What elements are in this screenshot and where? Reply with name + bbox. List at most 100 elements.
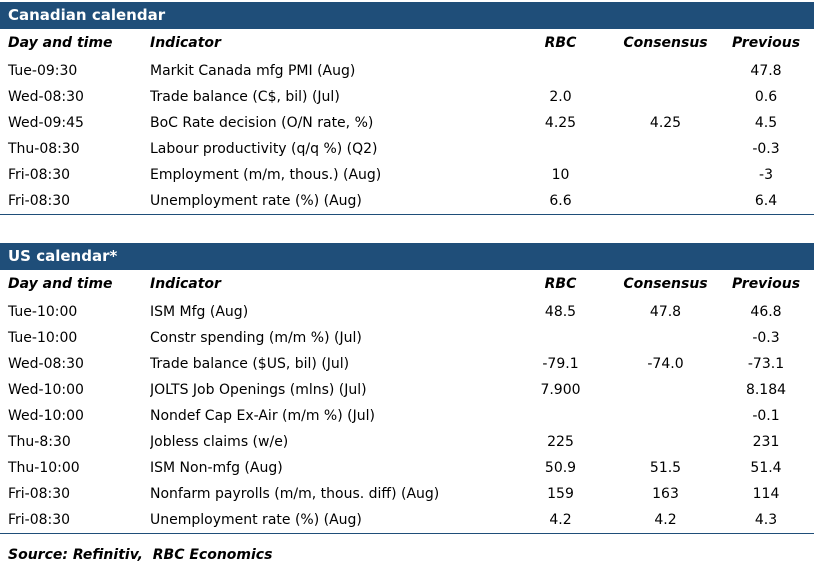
cell-consensus [613,325,718,351]
cell-day-time: Wed-08:30 [8,356,84,372]
cell-day-time: Wed-09:45 [8,115,84,131]
cell-day-time: Fri-08:30 [8,486,71,502]
table-row: Fri-08:30 Nonfarm payrolls (m/m, thous. d… [0,481,814,507]
cell-day-time: Tue-09:30 [8,63,78,79]
cell-consensus [613,377,718,403]
cell-previous: -0.3 [752,141,780,157]
cell-indicator: ISM Non-mfg (Aug) [150,460,283,476]
us-calendar-table: Day and time Indicator RBC Consensus Pre… [0,270,814,534]
cell-indicator: Labour productivity (q/q %) (Q2) [150,141,378,157]
canadian-calendar-title: Canadian calendar [0,2,814,29]
table-row: Wed-09:45 BoC Rate decision (O/N rate, %)… [0,110,814,136]
cell-day-time: Wed-10:00 [8,408,84,424]
us-calendar-rows: Tue-10:00 ISM Mfg (Aug) 48.5 47.8 46.8 Tue-10… [0,299,814,534]
table-row: Thu-10:00 ISM Non-mfg (Aug) 50.9 51.5 51.4 [0,455,814,481]
cell-rbc [508,325,613,351]
cell-consensus: 51.5 [649,460,682,476]
cell-consensus [613,162,718,188]
cell-day-time: Fri-08:30 [8,193,71,209]
cell-previous: -0.3 [752,330,780,346]
cell-day-time: Fri-08:30 [8,512,71,528]
cell-previous: 4.3 [754,512,778,528]
col-header-consensus: Consensus [623,276,708,292]
cell-consensus: 163 [652,486,679,502]
cell-rbc: 7.900 [540,382,581,398]
cell-previous: 6.4 [754,193,778,209]
table-row: Tue-09:30 Markit Canada mfg PMI (Aug) 47.8 [0,58,814,84]
cell-consensus [613,84,718,110]
cell-day-time: Wed-08:30 [8,89,84,105]
col-header-day-time: Day and time [8,35,113,51]
cell-rbc: 48.5 [544,304,577,320]
table-row: Tue-10:00 Constr spending (m/m %) (Jul) -0… [0,325,814,351]
cell-rbc [508,136,613,162]
cell-rbc: 6.6 [549,193,572,209]
cell-rbc: 50.9 [544,460,577,476]
table-row: Wed-08:30 Trade balance ($US, bil) (Jul) -… [0,351,814,377]
cell-consensus: 4.25 [649,115,682,131]
table-row: Tue-10:00 ISM Mfg (Aug) 48.5 47.8 46.8 [0,299,814,325]
table-row: Fri-08:30 Unemployment rate (%) (Aug) 4.2 4… [0,507,814,534]
table-row: Wed-08:30 Trade balance (C$, bil) (Jul) 2.… [0,84,814,110]
cell-previous: -0.1 [752,408,780,424]
table-row: Wed-10:00 JOLTS Job Openings (mlns) (Jul)… [0,377,814,403]
col-header-indicator: Indicator [150,276,221,292]
cell-previous: 114 [752,486,780,502]
col-header-previous: Previous [731,35,801,51]
cell-indicator: Nonfarm payrolls (m/m, thous. diff) (Aug… [150,486,440,502]
cell-rbc [508,403,613,429]
cell-rbc: 2.0 [549,89,572,105]
col-header-previous: Previous [731,276,801,292]
cell-consensus [613,188,718,215]
cell-consensus: -74.0 [647,356,684,372]
table-row: Thu-8:30 Jobless claims (w/e) 225 231 [0,429,814,455]
cell-previous: 51.4 [750,460,782,476]
cell-rbc: 4.25 [544,115,577,131]
cell-consensus [613,403,718,429]
col-header-indicator: Indicator [150,35,221,51]
table-row: Thu-08:30 Labour productivity (q/q %) (Q2… [0,136,814,162]
source-note: Source: Refinitiv, RBC Economics [8,547,273,563]
cell-previous: -3 [759,167,773,183]
cell-consensus: 4.2 [654,512,677,528]
column-header-row: Day and time Indicator RBC Consensus Pre… [0,29,814,58]
cell-indicator: Markit Canada mfg PMI (Aug) [150,63,356,79]
cell-previous: 4.5 [754,115,778,131]
cell-consensus [613,429,718,455]
cell-indicator: ISM Mfg (Aug) [150,304,249,320]
economic-calendar-page: Canadian calendar Day and time Indicator… [0,2,814,563]
cell-day-time: Wed-10:00 [8,382,84,398]
cell-rbc: 225 [547,434,574,450]
table-row: Wed-10:00 Nondef Cap Ex-Air (m/m %) (Jul)… [0,403,814,429]
canadian-calendar-rows: Tue-09:30 Markit Canada mfg PMI (Aug) 47.8… [0,58,814,215]
table-row: Fri-08:30 Unemployment rate (%) (Aug) 6.6 6… [0,188,814,215]
cell-consensus [613,136,718,162]
cell-indicator: Nondef Cap Ex-Air (m/m %) (Jul) [150,408,375,424]
cell-indicator: Trade balance (C$, bil) (Jul) [150,89,340,105]
cell-indicator: Unemployment rate (%) (Aug) [150,512,362,528]
col-header-day-time: Day and time [8,276,113,292]
cell-previous: -73.1 [747,356,785,372]
cell-rbc: 159 [547,486,574,502]
cell-previous: 8.184 [745,382,787,398]
cell-consensus [613,58,718,84]
col-header-consensus: Consensus [623,35,708,51]
cell-previous: 0.6 [754,89,778,105]
cell-previous: 231 [752,434,780,450]
us-calendar-section: US calendar* Day and time Indicator RBC … [0,243,814,534]
us-calendar-title: US calendar* [0,243,814,270]
cell-consensus: 47.8 [649,304,682,320]
cell-day-time: Thu-08:30 [8,141,80,157]
table-row: Fri-08:30 Employment (m/m, thous.) (Aug) 1… [0,162,814,188]
cell-day-time: Thu-8:30 [8,434,71,450]
cell-rbc: 4.2 [549,512,572,528]
cell-day-time: Tue-10:00 [8,330,78,346]
canadian-calendar-section: Canadian calendar Day and time Indicator… [0,2,814,215]
cell-indicator: Employment (m/m, thous.) (Aug) [150,167,382,183]
cell-previous: 46.8 [750,304,782,320]
cell-indicator: Trade balance ($US, bil) (Jul) [150,356,350,372]
cell-indicator: BoC Rate decision (O/N rate, %) [150,115,374,131]
cell-indicator: Constr spending (m/m %) (Jul) [150,330,362,346]
cell-day-time: Fri-08:30 [8,167,71,183]
cell-indicator: Unemployment rate (%) (Aug) [150,193,362,209]
